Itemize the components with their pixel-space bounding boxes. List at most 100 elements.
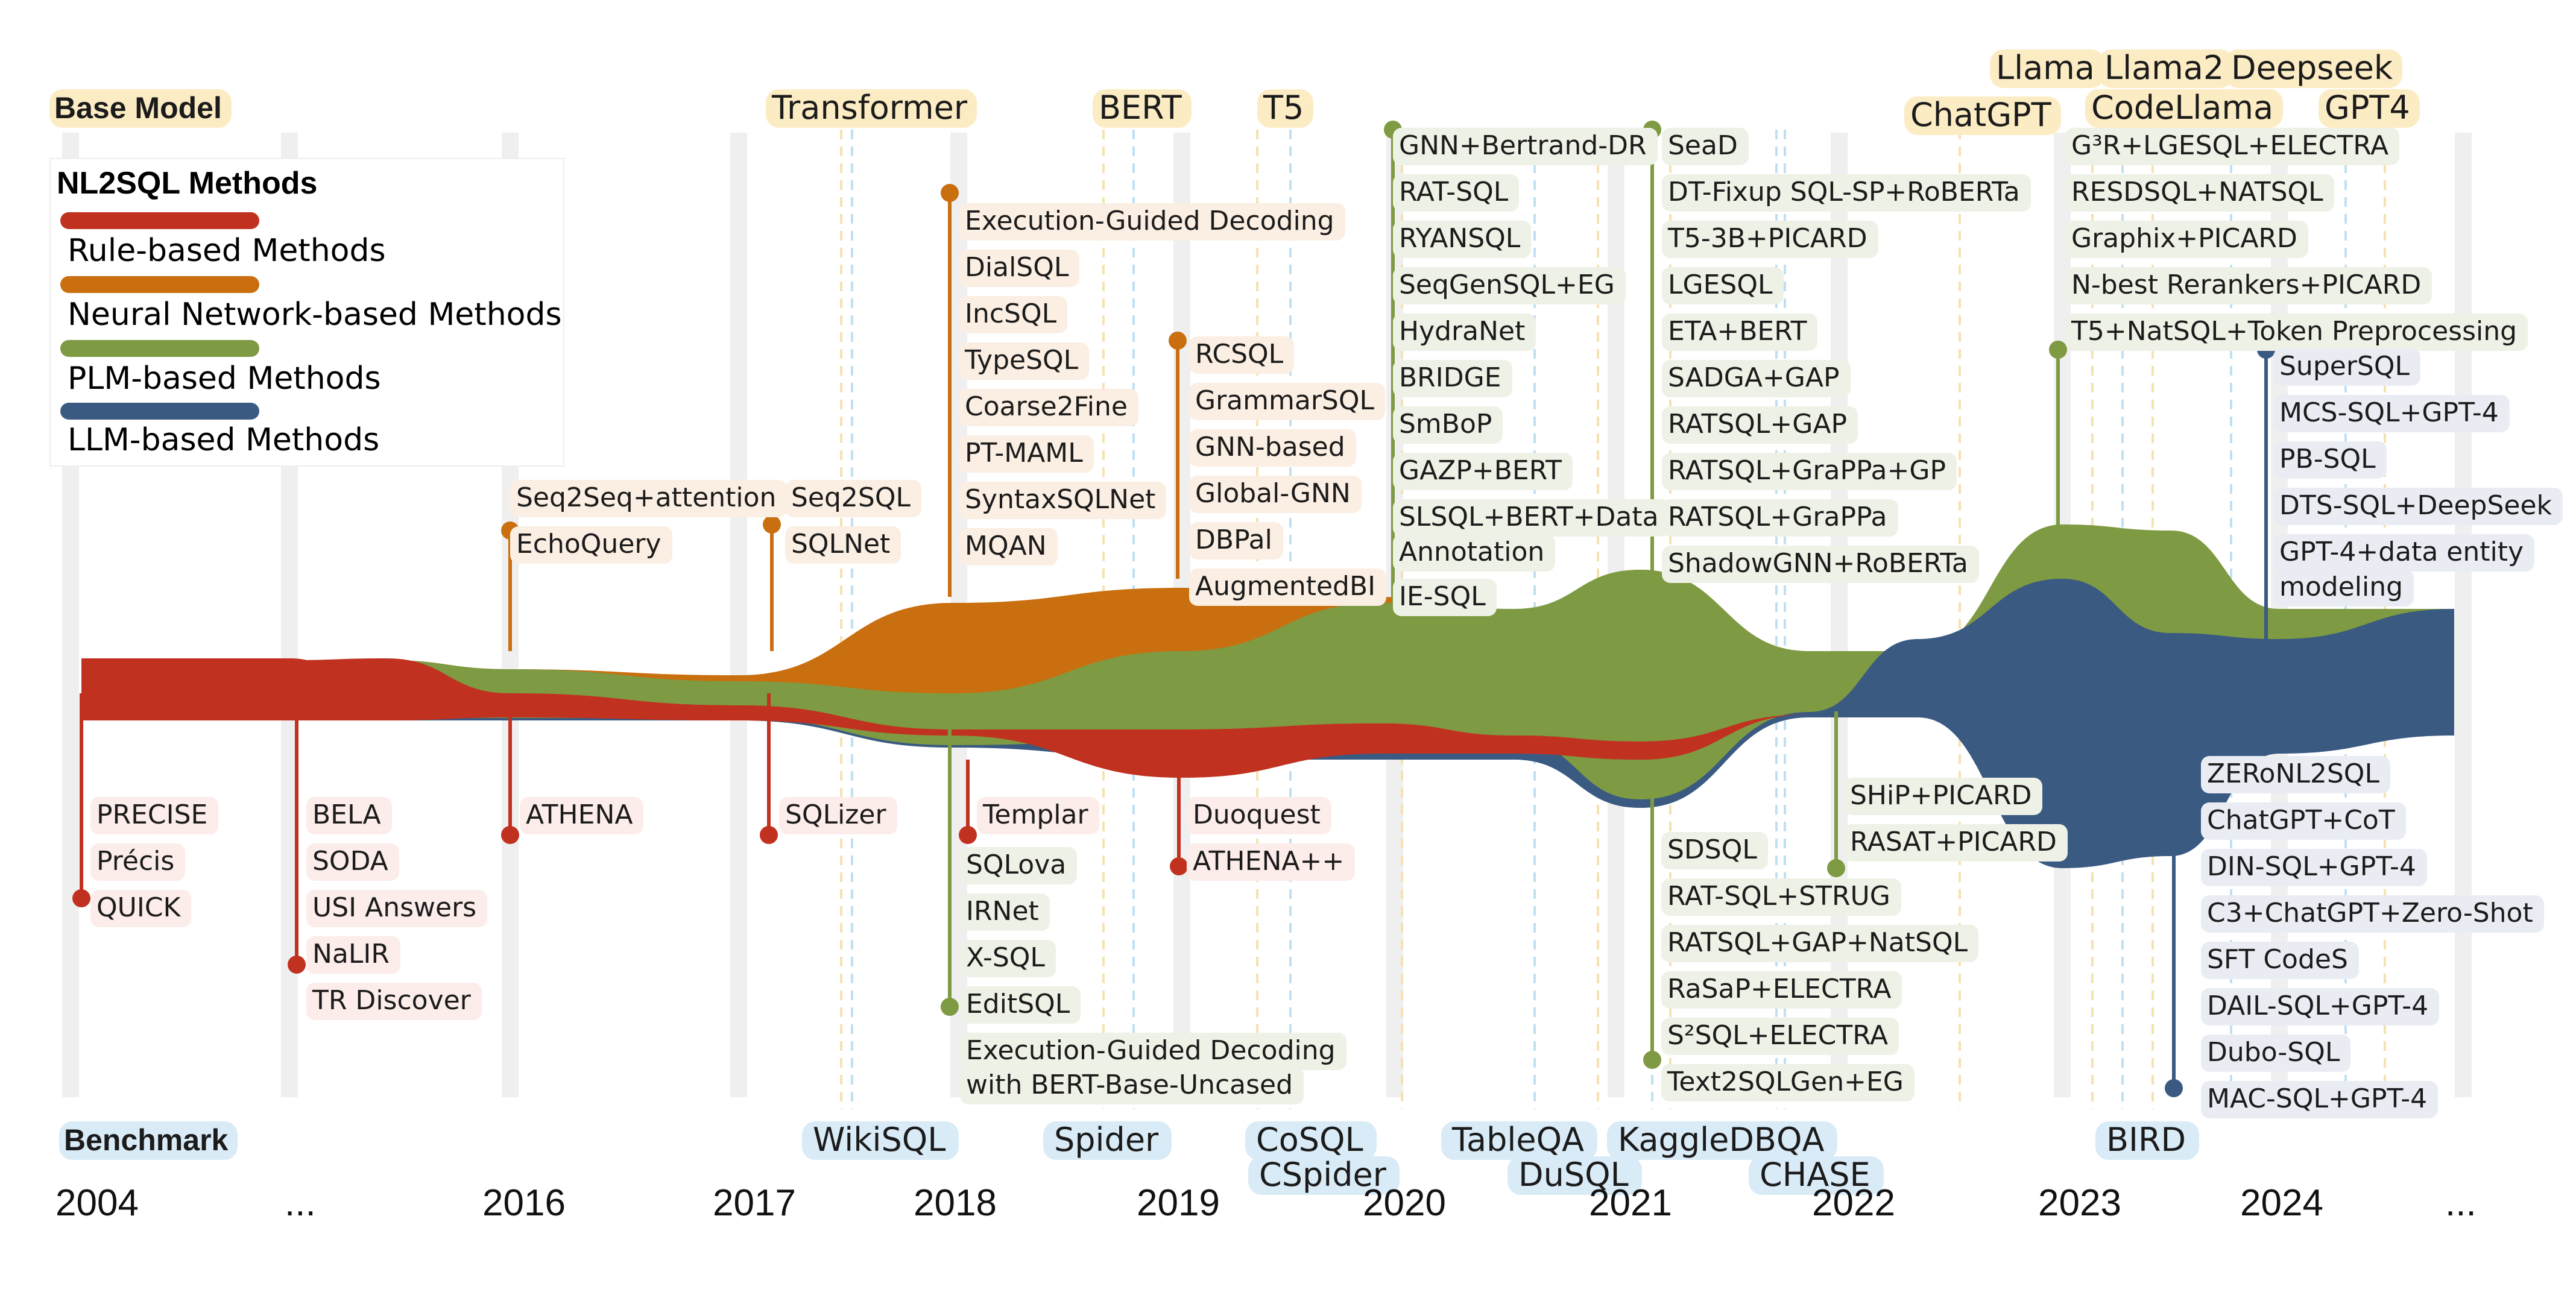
llm-2024-bot-dot xyxy=(2165,1079,2183,1097)
nn-2018-label-7: MQAN xyxy=(959,528,1058,565)
rule-2017-dot xyxy=(760,826,778,844)
nn-2019-label-2: GNN-based xyxy=(1189,429,1356,467)
plm-2021-top-label-3: LGESQL xyxy=(1662,267,1784,304)
benchmark-3: CSpider xyxy=(1248,1156,1400,1195)
plm-2020-label-5: BRIDGE xyxy=(1393,360,1512,397)
rule-2004-label-2: QUICK xyxy=(90,890,192,927)
plm-2021-top-label-0: SeaD xyxy=(1662,128,1749,165)
benchmark-0: WikiSQL xyxy=(802,1121,959,1160)
plm-2020-label-7: GAZP+BERT xyxy=(1393,453,1573,490)
base-model-1: BERT xyxy=(1093,89,1192,128)
nn-2018-label-4: Coarse2Fine xyxy=(959,389,1138,426)
rule-2017-label-0: SQLizer xyxy=(779,797,897,834)
plm-2021-bot-dot xyxy=(1643,1051,1661,1069)
llm-2024-bot-label-1: ChatGPT+CoT xyxy=(2201,802,2406,840)
plm-2023-label-4: T5+NatSQL+Token Preprocessing xyxy=(2065,313,2528,351)
llm-2024-bot-label-6: Dubo-SQL xyxy=(2201,1035,2351,1072)
rule-2016-dot xyxy=(501,826,519,844)
rule-dots-dot xyxy=(288,956,306,974)
rule-dots-label-1: SODA xyxy=(306,843,399,881)
year-label-0: 2004 xyxy=(55,1182,139,1224)
rule-dots-label-0: BELA xyxy=(306,797,392,834)
nn-2019-dot xyxy=(1169,332,1187,350)
plm-2021-top-label-2: T5-3B+PICARD xyxy=(1662,221,1878,258)
rule-2019-label-0: Duoquest xyxy=(1187,797,1331,834)
base-model-heading: Base Model xyxy=(49,89,232,128)
plm-2022-label-1: RASAT+PICARD xyxy=(1844,824,2068,862)
base-model-8: GPT4 xyxy=(2319,89,2420,128)
nn-2019-label-4: DBPal xyxy=(1189,522,1283,559)
plm-2023-label-1: RESDSQL+NATSQL xyxy=(2065,174,2334,212)
rule-stream-head xyxy=(81,658,2454,778)
benchmark-6: KaggleDBQA xyxy=(1607,1121,1838,1160)
benchmark-7: CHASE xyxy=(1749,1156,1884,1195)
plm-2021-bot-label-5: Text2SQLGen+EG xyxy=(1661,1064,1915,1101)
legend-label-plm: PLM-based Methods xyxy=(68,361,381,397)
llm-2024-top-label-0: SuperSQL xyxy=(2273,348,2420,386)
year-label-10: 2024 xyxy=(2240,1182,2323,1224)
nn-2019-label-5: AugmentedBI xyxy=(1189,569,1387,606)
plm-2018-label-0: SQLova xyxy=(960,847,1078,884)
rule-2004-label-0: PRECISE xyxy=(90,797,219,834)
year-label-6: 2020 xyxy=(1363,1182,1446,1224)
nn-2017-label-0: Seq2SQL xyxy=(785,480,921,517)
legend-swatch-nn xyxy=(60,276,259,293)
year-label-5: 2019 xyxy=(1137,1182,1220,1224)
nn-2018-label-3: TypeSQL xyxy=(959,342,1090,380)
plm-2023-label-2: Graphix+PICARD xyxy=(2065,221,2308,258)
plm-2021-top-label-1: DT-Fixup SQL-SP+RoBERTa xyxy=(1662,174,2031,212)
year-label-3: 2017 xyxy=(713,1182,796,1224)
benchmark-8: BIRD xyxy=(2095,1121,2200,1160)
plm-2020-label-0: GNN+Bertrand-DR xyxy=(1393,128,1658,165)
nn-2018-label-1: DialSQL xyxy=(959,250,1080,287)
year-label-8: 2022 xyxy=(1812,1182,1895,1224)
rule-2018-label-0: Templar xyxy=(977,797,1099,834)
rule-dots-label-4: TR Discover xyxy=(306,983,482,1020)
plm-2020-label-6: SmBoP xyxy=(1393,406,1503,444)
plm-2021-bot-label-2: RATSQL+GAP+NatSQL xyxy=(1661,925,1979,962)
plm-2021-bot-label-0: SDSQL xyxy=(1661,832,1768,869)
nn-2019-label-3: Global-GNN xyxy=(1189,476,1362,513)
nn-2019-label-0: RCSQL xyxy=(1189,336,1295,374)
nn-2016-label-0: Seq2Seq+attention xyxy=(510,480,788,517)
plm-2021-top-label-4: ETA+BERT xyxy=(1662,313,1818,351)
llm-2024-bot-label-0: ZERoNL2SQL xyxy=(2201,756,2390,793)
year-band-11 xyxy=(2455,133,2472,1097)
rule-2019-dot xyxy=(1170,857,1188,875)
nn-2017-dot xyxy=(763,515,781,534)
base-model-7: Deepseek xyxy=(2225,49,2403,88)
base-model-6: CodeLlama xyxy=(2085,89,2284,128)
legend-swatch-llm xyxy=(60,403,259,420)
legend-label-rule: Rule-based Methods xyxy=(68,233,386,269)
nn-2018-label-6: SyntaxSQLNet xyxy=(959,482,1167,519)
base-model-4: Llama xyxy=(1990,49,2104,88)
llm-stream xyxy=(81,579,2454,868)
llm-2024-top-label-4: GPT-4+data entity xyxy=(2273,534,2535,572)
year-label-9: 2023 xyxy=(2038,1182,2121,1224)
rule-dots-label-2: USI Answers xyxy=(306,890,488,927)
plm-2021-bot-label-3: RaSaP+ELECTRA xyxy=(1661,971,1902,1009)
base-model-2: T5 xyxy=(1257,89,1314,128)
legend-swatch-plm xyxy=(60,340,259,357)
plm-2018-dot xyxy=(941,998,959,1016)
rule-2019-label-1: ATHENA++ xyxy=(1187,843,1356,881)
nn-2018-label-5: PT-MAML xyxy=(959,435,1094,473)
year-label-7: 2021 xyxy=(1589,1182,1672,1224)
rule-dots-label-3: NaLIR xyxy=(306,936,400,974)
nn-2018-dot xyxy=(941,184,959,202)
plm-2022-label-0: SHiP+PICARD xyxy=(1844,778,2043,815)
plm-2018-label-4: Execution-Guided Decoding xyxy=(960,1033,1346,1070)
plm-2023-label-3: N-best Rerankers+PICARD xyxy=(2065,267,2432,304)
llm-2024-top-label-3: DTS-SQL+DeepSeek xyxy=(2273,488,2563,525)
plm-2021-top-label-9: ShadowGNN+RoBERTa xyxy=(1662,546,1979,583)
plm-2020-label-10: IE-SQL xyxy=(1393,579,1497,616)
base-model-0: Transformer xyxy=(766,89,977,128)
year-label-11: ... xyxy=(2445,1182,2477,1224)
benchmark-2: CoSQL xyxy=(1245,1121,1377,1160)
plm-2021-top-label-5: SADGA+GAP xyxy=(1662,360,1851,397)
nn-2019-label-1: GrammarSQL xyxy=(1189,383,1385,420)
llm-2024-bot-label-7: MAC-SQL+GPT-4 xyxy=(2201,1081,2439,1118)
year-label-1: ... xyxy=(285,1182,316,1224)
rule-2016-label-0: ATHENA xyxy=(520,797,644,834)
